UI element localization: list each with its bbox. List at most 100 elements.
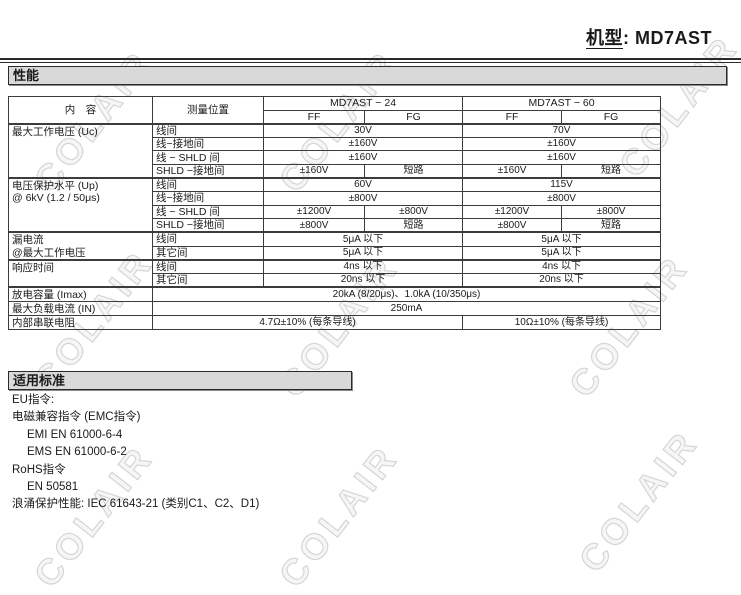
cell-value: 30V — [262, 122, 464, 138]
watermark-text: COLAIR — [570, 421, 707, 580]
row-label-up-line2: @ 6kV (1.2 / 50μs) — [12, 192, 100, 205]
cell-value: ±1200V — [462, 204, 563, 220]
standards-list: EU指令: 电磁兼容指令 (EMC指令) EMI EN 61000-6-4 EM… — [12, 392, 259, 514]
section-standards-title: 适用标准 — [13, 373, 66, 388]
cell-position: 线 − SHLD 间 — [152, 204, 264, 220]
table-row: 最大负载电流 (IN) 250mA — [8, 300, 662, 316]
cell-value: 70V — [462, 122, 662, 138]
cell-value: ±800V — [263, 218, 365, 233]
standards-line: RoHS指令 — [12, 463, 66, 476]
col-header-position: 测量位置 — [152, 95, 264, 125]
cell-position: 线间 — [152, 177, 264, 193]
cell-value: 4ns 以下 — [262, 258, 464, 274]
row-label-leak: 漏电流 @最大工作电压 — [8, 231, 153, 261]
cell-position: 线间 — [152, 122, 264, 138]
cell-value: 60V — [262, 177, 464, 193]
cell-value: ±800V — [462, 218, 563, 233]
table-row: 其它间 20ns 以下 20ns 以下 — [9, 272, 662, 288]
spec-table: 内 容 测量位置 MD7AST − 24 MD7AST − 60 FF FG F… — [8, 95, 662, 331]
cell-value: ±160V — [262, 150, 464, 165]
standards-line: EU指令: — [12, 394, 55, 406]
cell-value: 250mA — [151, 300, 662, 316]
cell-position: 线间 — [152, 231, 264, 247]
cell-value: ±1200V — [263, 204, 365, 220]
table-row: 放电容量 (Imax) 20kA (8/20μs)、1.0kA (10/350μ… — [8, 285, 662, 302]
cell-value: 20ns 以下 — [462, 272, 662, 288]
section-performance-title: 性能 — [13, 68, 40, 83]
cell-value: ±800V — [462, 191, 662, 206]
table-row: 漏电流 @最大工作电压 线间 5μA 以下 5μA 以下 — [8, 231, 662, 261]
cell-position: 线−接地间 — [152, 191, 264, 206]
cell-value: 115V — [462, 177, 662, 193]
row-label-load-current: 最大负载电流 (IN) — [8, 300, 153, 316]
row-label-resistance: 内部串联电阻 — [8, 314, 153, 331]
cell-position: 线 − SHLD 间 — [152, 150, 264, 165]
row-label-up: 电压保护水平 (Up) @ 6kV (1.2 / 50μs) — [8, 177, 153, 233]
row-label-up-line1: 电压保护水平 (Up) — [12, 180, 99, 193]
col-header-24-ff: FF — [263, 109, 365, 125]
cell-value: 5μA 以下 — [462, 245, 662, 261]
row-label-leak-line2: @最大工作电压 — [12, 246, 86, 259]
table-row: 其它间 5μA 以下 5μA 以下 — [9, 245, 662, 261]
table-row: 线−接地间 ±800V ±800V — [9, 191, 662, 206]
cell-position: 其它间 — [152, 245, 264, 261]
cell-value: ±160V — [462, 136, 662, 152]
cell-value: 短路 — [363, 218, 464, 233]
datasheet-page: COLAIR COLAIR COLAIR COLAIR COLAIR COLAI… — [0, 24, 741, 595]
col-header-60-ff: FF — [462, 109, 563, 125]
cell-position: 其它间 — [152, 272, 264, 288]
col-header-60-fg: FG — [561, 109, 662, 125]
cell-value: ±160V — [263, 163, 365, 179]
cell-value: ±160V — [262, 136, 464, 152]
section-standards-header: 适用标准 — [8, 371, 352, 390]
cell-value: 20ns 以下 — [262, 272, 464, 288]
cell-value: 5μA 以下 — [262, 231, 464, 247]
header-rule-thick — [0, 58, 741, 60]
cell-value: ±800V — [363, 204, 464, 220]
table-subheader-row: FF FG FF FG — [9, 109, 662, 125]
table-row: 线 − SHLD 间 ±1200V ±800V ±1200V ±800V — [9, 204, 662, 220]
table-row: 最大工作电压 (Uc) 线间 30V 70V — [8, 122, 662, 179]
model-label: 机型 — [586, 28, 623, 49]
table-row: 响应时间 线间 4ns 以下 4ns 以下 — [8, 258, 662, 288]
standards-line: 电磁兼容指令 (EMC指令) — [12, 411, 141, 424]
row-label-imax: 放电容量 (Imax) — [8, 285, 153, 302]
cell-value: 5μA 以下 — [262, 245, 464, 261]
cell-value: 10Ω±10% (每条导线) — [462, 314, 662, 331]
standards-line: EMI EN 61000-6-4 — [27, 428, 123, 441]
standards-line: EMS EN 61000-6-2 — [27, 446, 127, 459]
cell-value: ±800V — [561, 204, 662, 220]
cell-value: 20kA (8/20μs)、1.0kA (10/350μs) — [151, 285, 662, 302]
cell-value: 4.7Ω±10% (每条导线) — [151, 314, 464, 331]
col-header-content: 内 容 — [8, 95, 153, 125]
col-header-model-60: MD7AST − 60 — [462, 96, 662, 111]
cell-position: SHLD −接地间 — [152, 218, 264, 233]
table-row: 线 − SHLD 间 ±160V ±160V — [9, 150, 662, 165]
cell-value: 短路 — [363, 163, 464, 179]
col-header-24-fg: FG — [363, 109, 464, 125]
col-header-model-24: MD7AST − 24 — [262, 96, 464, 111]
cell-value: 5μA 以下 — [462, 231, 662, 247]
table-row: 内部串联电阻 4.7Ω±10% (每条导线) 10Ω±10% (每条导线) — [8, 314, 662, 331]
standards-line: 浪涌保护性能: IEC 61643-21 (类别C1、C2、D1) — [12, 498, 260, 511]
row-label-response: 响应时间 — [8, 258, 153, 288]
section-performance-header: 性能 — [8, 66, 727, 85]
table-row: 电压保护水平 (Up) @ 6kV (1.2 / 50μs) 线间 60V 11… — [8, 177, 662, 233]
cell-position: 线−接地间 — [152, 136, 264, 152]
model-value: : MD7AST — [623, 28, 712, 48]
header-rule-thin — [0, 62, 741, 63]
table-header-row: 内 容 测量位置 MD7AST − 24 MD7AST − 60 — [8, 95, 662, 125]
page-title: 机型: MD7AST — [586, 24, 712, 50]
cell-value: 4ns 以下 — [462, 258, 662, 274]
row-label-leak-line1: 漏电流 — [12, 234, 44, 247]
standards-line: EN 50581 — [27, 480, 79, 493]
cell-value: ±160V — [462, 163, 563, 179]
cell-value: ±800V — [262, 191, 464, 206]
cell-value: 短路 — [561, 163, 662, 179]
watermark-text: COLAIR — [270, 436, 407, 595]
cell-position: 线间 — [152, 258, 264, 274]
cell-value: 短路 — [561, 218, 662, 233]
row-label-uc: 最大工作电压 (Uc) — [8, 122, 153, 179]
cell-position: SHLD −接地间 — [152, 163, 264, 179]
cell-value: ±160V — [462, 150, 662, 165]
